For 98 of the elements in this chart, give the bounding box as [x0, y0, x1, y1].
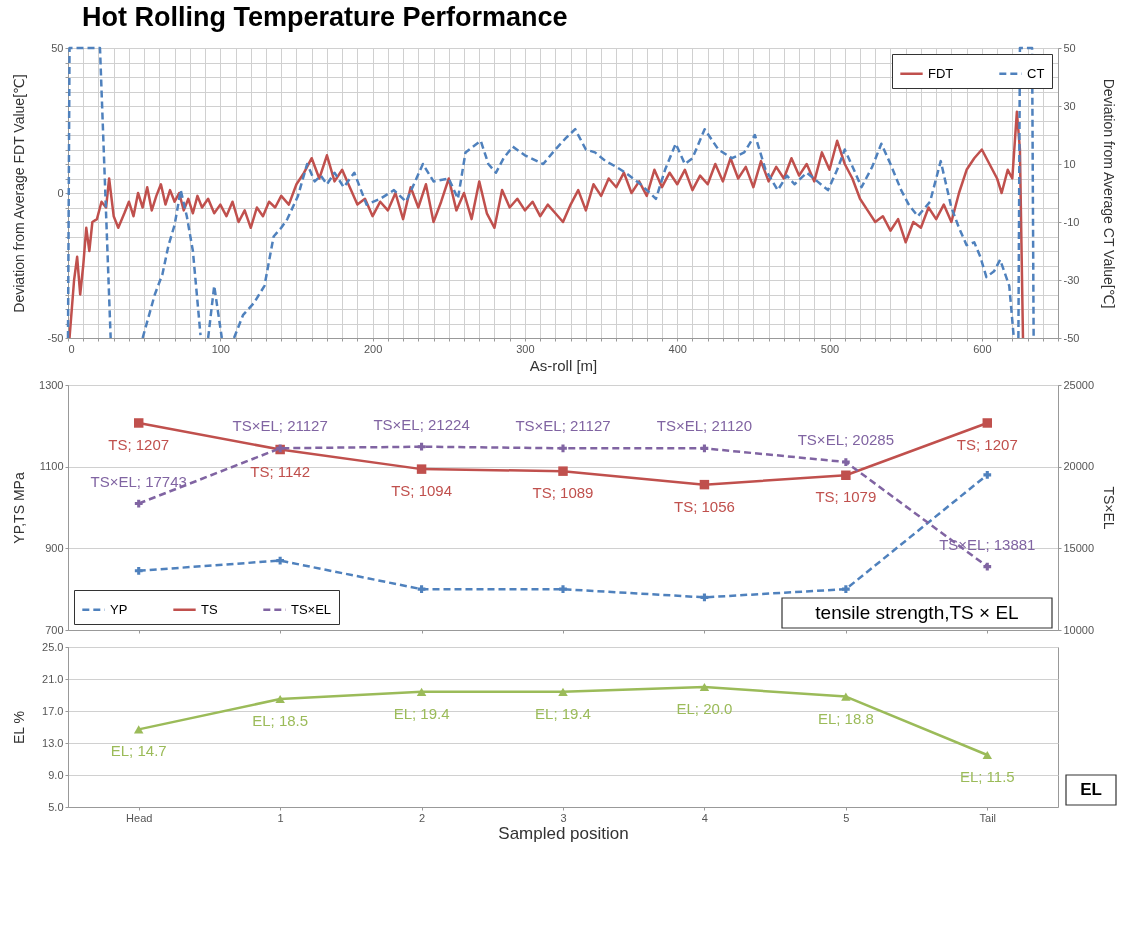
point	[134, 499, 143, 508]
point	[699, 479, 710, 490]
y2-tick-label: 20000	[1063, 460, 1095, 473]
point	[982, 418, 993, 428]
data-label: EL; 18.5	[252, 712, 309, 729]
point	[559, 444, 567, 453]
y2-tick-label: 15000	[1063, 541, 1095, 554]
legend-label: TS	[201, 601, 218, 617]
y-tick-label: -50	[47, 331, 64, 344]
x-tick-label: 5	[843, 811, 850, 824]
x-tick-label: 0	[68, 342, 75, 355]
x-axis-title: Sampled position	[498, 823, 629, 843]
point	[417, 442, 426, 451]
x-tick-label: 2	[419, 811, 426, 824]
legend-label: TS×EL	[291, 601, 332, 617]
data-label: EL; 14.7	[110, 742, 167, 760]
data-label: TS×EL; 21127	[232, 417, 328, 435]
annotation: tensile strength,TS × EL	[815, 602, 1019, 623]
x-tick-label: Tail	[979, 811, 997, 824]
y-tick-label: 25.0	[42, 640, 64, 653]
y-axis-title: Deviation from Average FDT Value[℃]	[10, 74, 27, 313]
data-label: TS×EL; 21120	[656, 417, 753, 435]
y2-axis-title: TS×EL	[1100, 486, 1117, 530]
y-tick-label: 21.0	[42, 672, 64, 685]
x-tick-label: Head	[126, 811, 153, 824]
point	[416, 464, 427, 474]
x-tick-label: 500	[820, 342, 840, 355]
point	[982, 750, 993, 760]
x-tick-label: 300	[516, 342, 535, 355]
x-tick-label: 200	[363, 342, 383, 355]
y-tick-label: 1100	[39, 460, 64, 473]
point	[700, 593, 709, 602]
point	[133, 418, 144, 428]
data-label: TS; 1207	[108, 435, 170, 453]
data-label: EL; 19.4	[393, 704, 450, 722]
x-tick-label: 1	[277, 811, 284, 824]
y-axis-title: EL %	[10, 711, 27, 744]
y2-tick-label: 10000	[1063, 623, 1095, 636]
y-tick-label: 13.0	[42, 736, 64, 749]
point	[558, 687, 568, 696]
y2-tick-label: -30	[1063, 273, 1080, 286]
data-label: EL; 19.4	[535, 704, 591, 722]
x-tick-label: 4	[701, 811, 708, 824]
data-label: TS; 1089	[532, 484, 594, 502]
legend-label: YP	[110, 601, 128, 617]
data-label: TS×EL; 13881	[939, 535, 1036, 553]
point	[841, 585, 850, 594]
point	[416, 687, 427, 696]
point	[133, 725, 144, 734]
point	[559, 585, 567, 594]
point	[558, 466, 568, 476]
legend-label: FDT	[928, 65, 954, 81]
y-tick-label: 900	[45, 541, 64, 554]
y2-tick-label: 50	[1063, 41, 1076, 54]
data-label: TS; 1079	[815, 488, 877, 506]
point	[134, 566, 143, 575]
y2-axis-title: Deviation from Average CT Value[℃]	[1100, 78, 1117, 309]
data-label: TS×EL; 21224	[373, 415, 470, 433]
x-tick-label: 100	[211, 342, 230, 355]
x-tick-label: 600	[973, 342, 992, 355]
data-label: EL; 11.5	[959, 768, 1015, 785]
y-tick-label: 50	[51, 41, 64, 54]
data-label: TS×EL; 21127	[515, 417, 611, 435]
y-tick-label: 700	[45, 623, 64, 636]
y2-tick-label: -50	[1063, 331, 1080, 344]
data-label: EL; 18.8	[817, 709, 874, 727]
x-axis-title: As-roll [m]	[529, 356, 598, 374]
y-tick-label: 17.0	[42, 704, 64, 717]
chart-title: Hot Rolling Temperature Performance	[82, 2, 568, 32]
point	[275, 694, 285, 704]
y-tick-label: 5.0	[48, 800, 64, 813]
point	[983, 470, 992, 479]
data-label: TS; 1142	[250, 462, 311, 480]
y-tick-label: 0	[57, 186, 64, 199]
legend-label: CT	[1027, 65, 1045, 81]
y-tick-label: 1300	[39, 378, 64, 391]
point	[417, 585, 426, 594]
point	[841, 458, 850, 466]
y2-tick-label: -10	[1063, 215, 1080, 228]
point	[699, 682, 710, 692]
y2-tick-label: 25000	[1063, 378, 1095, 391]
data-label: TS; 1207	[956, 435, 1018, 453]
data-label: TS×EL; 20285	[797, 431, 895, 449]
data-label: TS; 1094	[391, 482, 453, 500]
y-tick-label: 9.0	[48, 768, 64, 781]
text: EL	[1080, 780, 1102, 799]
data-label: EL; 20.0	[676, 700, 733, 717]
y-axis-title: YP,TS MPa	[10, 472, 27, 544]
point	[841, 692, 851, 701]
point	[276, 556, 285, 565]
y2-tick-label: 10	[1063, 157, 1076, 170]
y2-tick-label: 30	[1063, 99, 1076, 112]
x-tick-label: 400	[668, 342, 687, 355]
point	[983, 562, 992, 571]
line-series	[68, 110, 1025, 340]
x-tick-label: 3	[560, 811, 567, 824]
data-label: TS; 1056	[673, 497, 735, 515]
point	[841, 470, 851, 480]
